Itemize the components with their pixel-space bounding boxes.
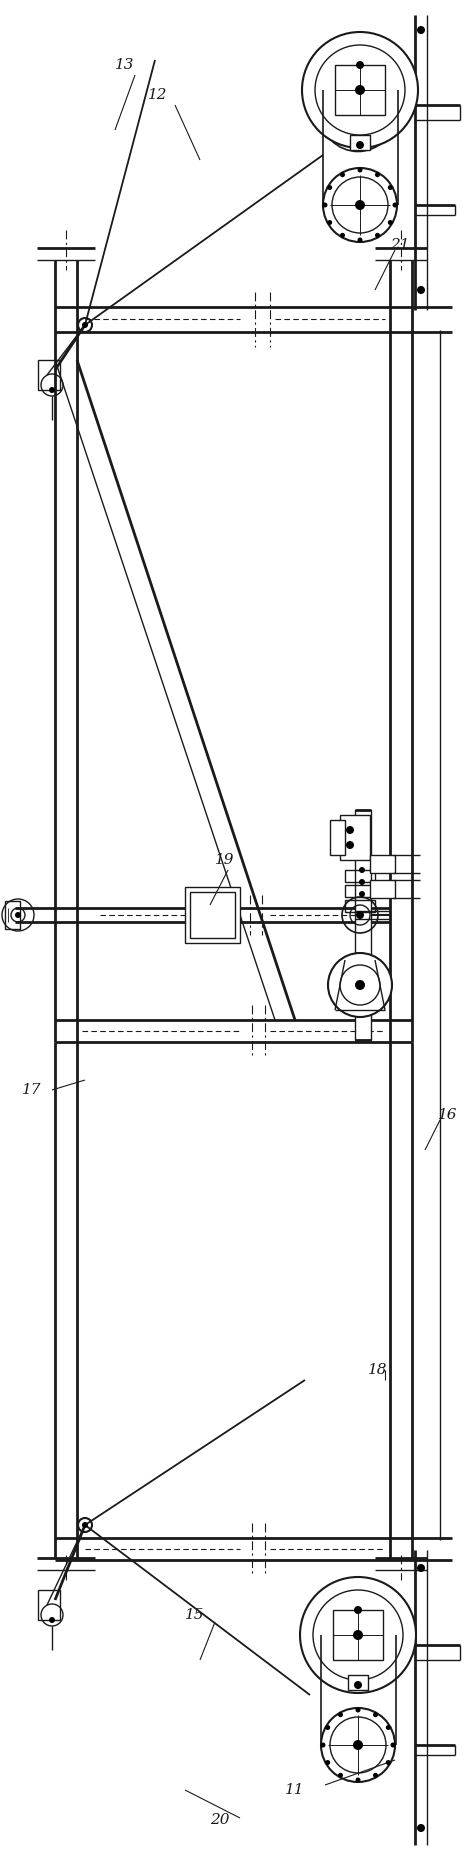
Circle shape — [393, 203, 397, 208]
Circle shape — [375, 232, 380, 238]
Circle shape — [315, 45, 405, 136]
Circle shape — [355, 1708, 361, 1712]
Circle shape — [321, 1708, 395, 1783]
Circle shape — [356, 61, 364, 69]
Bar — [330, 820, 345, 855]
Circle shape — [353, 1630, 363, 1640]
Circle shape — [338, 1773, 343, 1777]
Bar — [38, 1589, 60, 1619]
Circle shape — [332, 177, 388, 232]
Circle shape — [49, 1617, 55, 1623]
Bar — [355, 811, 371, 1039]
Circle shape — [15, 913, 21, 918]
Text: 18: 18 — [368, 1363, 388, 1378]
Bar — [345, 870, 375, 881]
Bar — [5, 902, 20, 930]
Circle shape — [386, 1760, 391, 1764]
Circle shape — [340, 232, 345, 238]
Circle shape — [82, 322, 88, 327]
Bar — [38, 361, 60, 390]
Circle shape — [49, 387, 55, 392]
Text: 16: 16 — [438, 1108, 457, 1123]
Text: 12: 12 — [148, 87, 168, 102]
Circle shape — [354, 1606, 362, 1614]
Circle shape — [355, 1777, 361, 1783]
Text: 17: 17 — [22, 1084, 42, 1097]
Text: 13: 13 — [115, 58, 135, 73]
Circle shape — [328, 954, 392, 1017]
Bar — [190, 892, 235, 939]
Circle shape — [355, 980, 365, 991]
Text: 20: 20 — [210, 1813, 229, 1827]
Circle shape — [354, 1681, 362, 1690]
Circle shape — [359, 890, 365, 898]
Circle shape — [322, 203, 328, 208]
Circle shape — [323, 167, 397, 242]
Circle shape — [353, 1740, 363, 1749]
Circle shape — [357, 238, 362, 242]
Circle shape — [330, 1718, 386, 1773]
Circle shape — [325, 1725, 330, 1731]
Bar — [345, 900, 375, 913]
Circle shape — [417, 1824, 425, 1831]
Circle shape — [388, 219, 393, 225]
Bar — [333, 1610, 383, 1660]
Circle shape — [386, 1725, 391, 1731]
Bar — [335, 65, 385, 115]
Circle shape — [356, 141, 364, 149]
Bar — [185, 887, 240, 943]
Circle shape — [417, 286, 425, 294]
Circle shape — [390, 1742, 396, 1747]
Bar — [370, 855, 395, 874]
Circle shape — [302, 32, 418, 149]
Bar — [345, 885, 375, 898]
Circle shape — [359, 866, 365, 874]
Circle shape — [357, 167, 362, 173]
Circle shape — [417, 1563, 425, 1573]
Circle shape — [373, 1773, 378, 1777]
Circle shape — [346, 840, 354, 850]
Bar — [340, 814, 370, 861]
Text: 19: 19 — [215, 853, 235, 866]
Circle shape — [388, 186, 393, 190]
Circle shape — [355, 201, 365, 210]
Circle shape — [327, 186, 332, 190]
Circle shape — [417, 26, 425, 33]
Bar — [370, 879, 395, 898]
Text: 21: 21 — [390, 238, 410, 253]
Text: 11: 11 — [285, 1783, 304, 1798]
Circle shape — [325, 1760, 330, 1764]
Circle shape — [327, 219, 332, 225]
Circle shape — [346, 825, 354, 835]
Circle shape — [340, 965, 380, 1006]
Circle shape — [320, 1742, 326, 1747]
Circle shape — [338, 1712, 343, 1718]
Bar — [348, 1675, 368, 1690]
Circle shape — [359, 879, 365, 885]
Circle shape — [313, 1589, 403, 1681]
Circle shape — [355, 86, 365, 95]
Circle shape — [82, 1523, 88, 1528]
Circle shape — [373, 1712, 378, 1718]
Circle shape — [375, 173, 380, 177]
Text: 15: 15 — [185, 1608, 204, 1623]
Circle shape — [300, 1576, 416, 1694]
Bar — [350, 136, 370, 151]
Circle shape — [356, 911, 364, 918]
Circle shape — [340, 173, 345, 177]
